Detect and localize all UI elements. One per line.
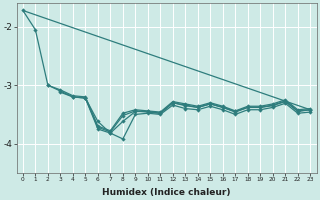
X-axis label: Humidex (Indice chaleur): Humidex (Indice chaleur) (102, 188, 231, 197)
